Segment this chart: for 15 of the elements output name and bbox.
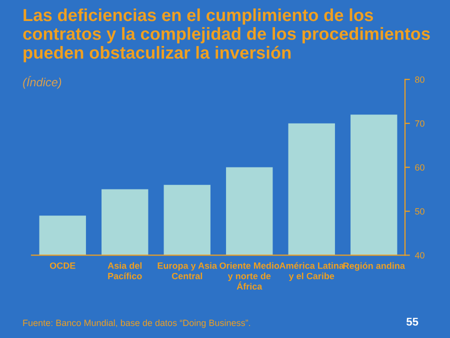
x-tick-label: Región andina: [343, 262, 406, 271]
y-tick-label: 60: [415, 164, 424, 171]
x-tick-label: Asia del Pacífico: [108, 262, 142, 280]
chart-title: Las deficiencias en el cumplimiento de los contratos y la complejidad de los procedimientos pueden obstaculizar la inversión: [23, 8, 430, 62]
y-tick-label: 70: [415, 120, 424, 127]
y-tick-label: 40: [414, 252, 424, 259]
chart-subtitle: (Índice): [23, 76, 62, 89]
y-tick-label: 80: [415, 76, 424, 83]
text: 55: [406, 318, 418, 326]
source-note: Fuente: Banco Mundial, base de datos “Doing Business”.: [23, 319, 250, 328]
x-tick-label: OCDE: [50, 262, 76, 269]
y-tick-label: 50: [415, 208, 424, 215]
x-tick-label: Europa y Asia Central: [158, 262, 218, 280]
x-tick-label: Oriente Medio y norte de África: [220, 262, 280, 290]
x-tick-label: América Latina y el Caribe: [279, 262, 344, 282]
